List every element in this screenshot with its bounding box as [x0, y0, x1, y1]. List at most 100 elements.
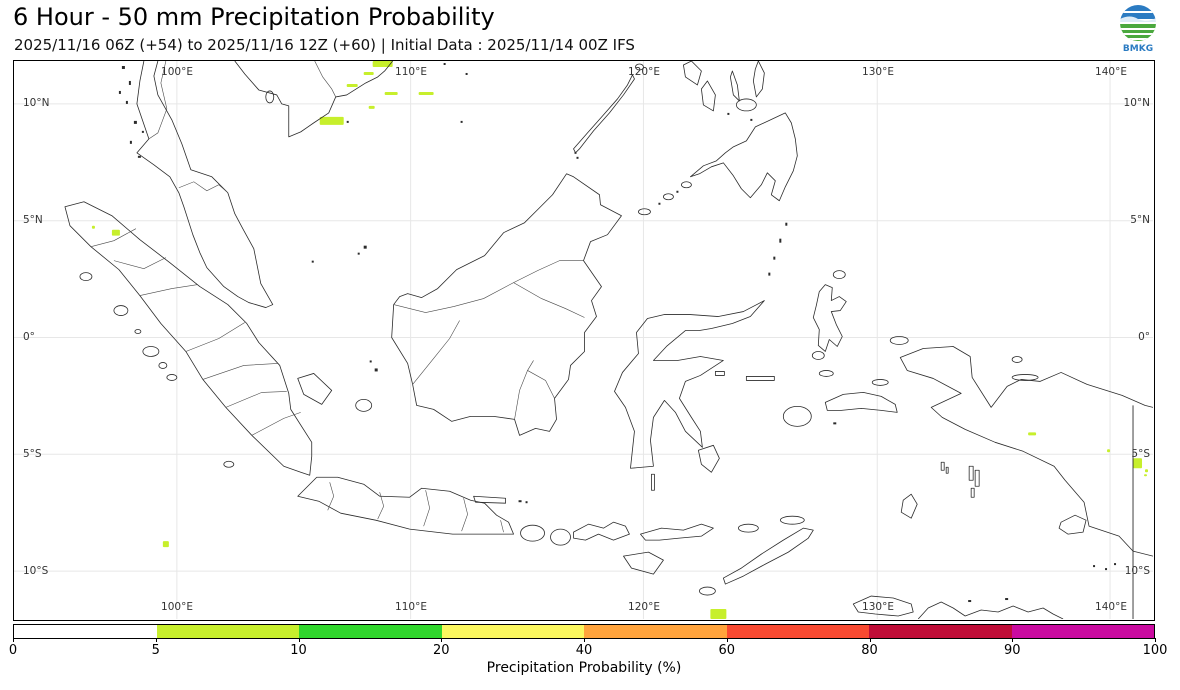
map-svg: [14, 61, 1153, 619]
border-thailand-myanmar: [148, 61, 168, 140]
lat-label-left: 0°: [23, 331, 35, 343]
lat-label-left: 10°N: [23, 97, 50, 109]
colorbar-segment: [869, 625, 1012, 638]
forecast-period-subtitle: 2025/11/16 06Z (+54) to 2025/11/16 12Z (…: [14, 36, 635, 54]
island-basilan: [681, 181, 692, 189]
island-tanimbar: [900, 493, 918, 519]
bmkg-logo-icon: BMKG: [1120, 5, 1156, 54]
island-sumba: [623, 551, 664, 575]
island-kai-1: [940, 461, 945, 471]
lat-label-left: 10°S: [23, 565, 49, 577]
lon-label-top: 130°E: [862, 66, 894, 78]
island-rote: [698, 586, 716, 596]
colorbar-tick-labels: 0 5 10 20 40 60 80 90 100: [9, 643, 1168, 658]
island-belitung: [355, 398, 373, 412]
island-buru: [782, 405, 812, 427]
lat-label-right: 5°S: [1131, 448, 1150, 460]
island-panay: [683, 61, 702, 86]
colorbar-tick-label: 80: [861, 643, 878, 658]
lon-label-bottom: 100°E: [161, 601, 193, 613]
island-biak: [1011, 356, 1023, 363]
precip-spot: [1145, 469, 1149, 473]
island-simeulue: [79, 272, 93, 282]
lat-label-right: 0°: [1138, 331, 1150, 343]
admin-borders-layer: [90, 61, 1134, 619]
lon-label-bottom: 130°E: [862, 601, 894, 613]
page-title: 6 Hour - 50 mm Precipitation Probability: [13, 3, 495, 31]
coast-sumatra: [64, 201, 313, 476]
precip-spots-layer: [91, 61, 1149, 619]
island-bohol: [735, 98, 757, 112]
island-cebu: [729, 70, 740, 102]
island-flores: [640, 523, 714, 541]
colorbar-segment: [726, 625, 869, 638]
island-obi: [818, 370, 834, 377]
coast-australia-melville: [852, 595, 914, 617]
island-sula: [745, 376, 775, 381]
island-misool: [871, 379, 889, 386]
island-negros: [700, 80, 716, 112]
colorbar-segment: [441, 625, 584, 638]
border-thailand-malaysia: [178, 181, 228, 192]
bmkg-logo: BMKG: [1112, 2, 1164, 54]
precip-spot: [372, 61, 393, 67]
precip-spot: [1144, 474, 1148, 477]
colorbar-segment: [14, 625, 157, 638]
lat-label-right: 5°N: [1130, 214, 1150, 226]
precip-spot: [368, 105, 375, 109]
lon-label-top: 110°E: [395, 66, 427, 78]
island-jolo: [663, 193, 674, 201]
colorbar-segment: [156, 625, 299, 638]
island-timor: [722, 527, 814, 585]
island-palawan: [573, 74, 635, 154]
borders-borneo: [393, 260, 585, 420]
island-siberut: [142, 346, 160, 357]
lon-label-top: 140°E: [1095, 66, 1127, 78]
colorbar-tick-label: 10: [290, 643, 307, 658]
coast-java: [297, 476, 514, 535]
island-yapen: [1011, 374, 1039, 381]
island-seram: [824, 392, 898, 413]
coast-borneo: [391, 173, 622, 436]
island-aru-1: [968, 465, 974, 481]
coast-malay-peninsula: [136, 61, 274, 308]
precip-spot: [1133, 458, 1143, 469]
lat-label-left: 5°N: [23, 214, 43, 226]
islets-layer: [118, 62, 1117, 603]
island-alor: [737, 523, 759, 533]
precip-spot: [346, 83, 358, 87]
colorbar: [13, 624, 1155, 639]
island-bangka: [297, 373, 333, 405]
lat-label-right: 10°N: [1123, 97, 1150, 109]
island-bacan: [811, 351, 825, 360]
island-pagai: [166, 374, 178, 381]
lon-label-bottom: 110°E: [395, 601, 427, 613]
gridlines-layer: [14, 61, 1153, 619]
precip-spot: [710, 609, 727, 619]
colorbar-tick-label: 40: [575, 643, 593, 658]
coast-sulawesi: [614, 300, 765, 469]
island-leyte: [752, 61, 765, 98]
island-waigeo: [889, 336, 909, 345]
island-madura: [473, 495, 506, 504]
map-area: 100°E 110°E 120°E 130°E 140°E 100°E 110°…: [13, 60, 1155, 621]
island-banggai: [714, 371, 725, 376]
precip-spot: [319, 116, 344, 125]
lon-label-bottom: 140°E: [1095, 601, 1127, 613]
lat-label-right: 10°S: [1124, 565, 1150, 577]
island-wetar: [779, 515, 805, 525]
island-morotai: [832, 270, 846, 280]
island-tawitawi: [638, 208, 651, 216]
precip-spot: [162, 541, 169, 548]
colorbar-tick-label: 60: [718, 643, 736, 658]
bmkg-logo-text: BMKG: [1123, 44, 1153, 54]
island-selayar: [651, 473, 655, 491]
colorbar-tick-label: 90: [1003, 643, 1021, 658]
island-calamian: [635, 63, 644, 71]
coast-australia-topend: [917, 601, 1064, 619]
colorbar-tick-label: 100: [1142, 643, 1168, 658]
colorbar-ticks: [13, 638, 1156, 643]
precip-spot: [1028, 432, 1037, 436]
lon-label-top: 100°E: [161, 66, 193, 78]
colorbar-segment: [299, 625, 442, 638]
